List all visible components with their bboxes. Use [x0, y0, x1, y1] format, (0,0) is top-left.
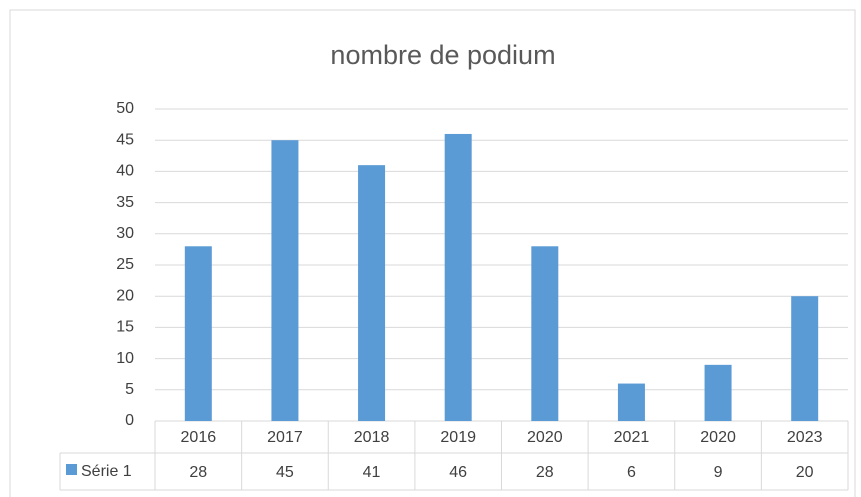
x-tick-label: 2023 — [787, 429, 823, 446]
bar — [617, 383, 645, 421]
chart-border — [9, 9, 856, 497]
y-tick-label: 20 — [116, 287, 134, 304]
y-tick-label: 40 — [116, 163, 134, 180]
table-value: 28 — [189, 464, 207, 481]
x-tick-label: 2020 — [700, 429, 736, 446]
x-tick-label: 2020 — [527, 429, 563, 446]
bar — [791, 296, 819, 421]
bar — [271, 140, 299, 421]
y-tick-label: 50 — [116, 100, 134, 117]
table-value: 9 — [714, 464, 723, 481]
bar — [444, 133, 472, 421]
y-tick-label: 45 — [116, 131, 134, 148]
y-tick-label: 25 — [116, 256, 134, 273]
legend-label: Série 1 — [81, 463, 132, 480]
y-tick-label: 0 — [125, 412, 134, 429]
y-tick-label: 15 — [116, 319, 134, 336]
x-tick-label: 2016 — [181, 429, 217, 446]
table-value: 6 — [627, 464, 636, 481]
bar — [704, 364, 732, 421]
y-tick-label: 5 — [125, 381, 134, 398]
table-value: 41 — [363, 464, 381, 481]
bar — [531, 246, 559, 421]
x-tick-label: 2019 — [440, 429, 476, 446]
y-tick-label: 30 — [116, 225, 134, 242]
bar — [184, 246, 212, 421]
y-tick-label: 10 — [116, 350, 134, 367]
table-value: 28 — [536, 464, 554, 481]
table-value: 46 — [449, 464, 467, 481]
table-value: 45 — [276, 464, 294, 481]
x-tick-label: 2018 — [354, 429, 390, 446]
x-tick-label: 2017 — [267, 429, 303, 446]
table-value: 20 — [796, 464, 814, 481]
y-tick-label: 35 — [116, 194, 134, 211]
bar — [358, 165, 386, 421]
legend-key — [66, 464, 77, 475]
x-tick-label: 2021 — [614, 429, 650, 446]
chart-title: nombre de podium — [330, 40, 555, 70]
